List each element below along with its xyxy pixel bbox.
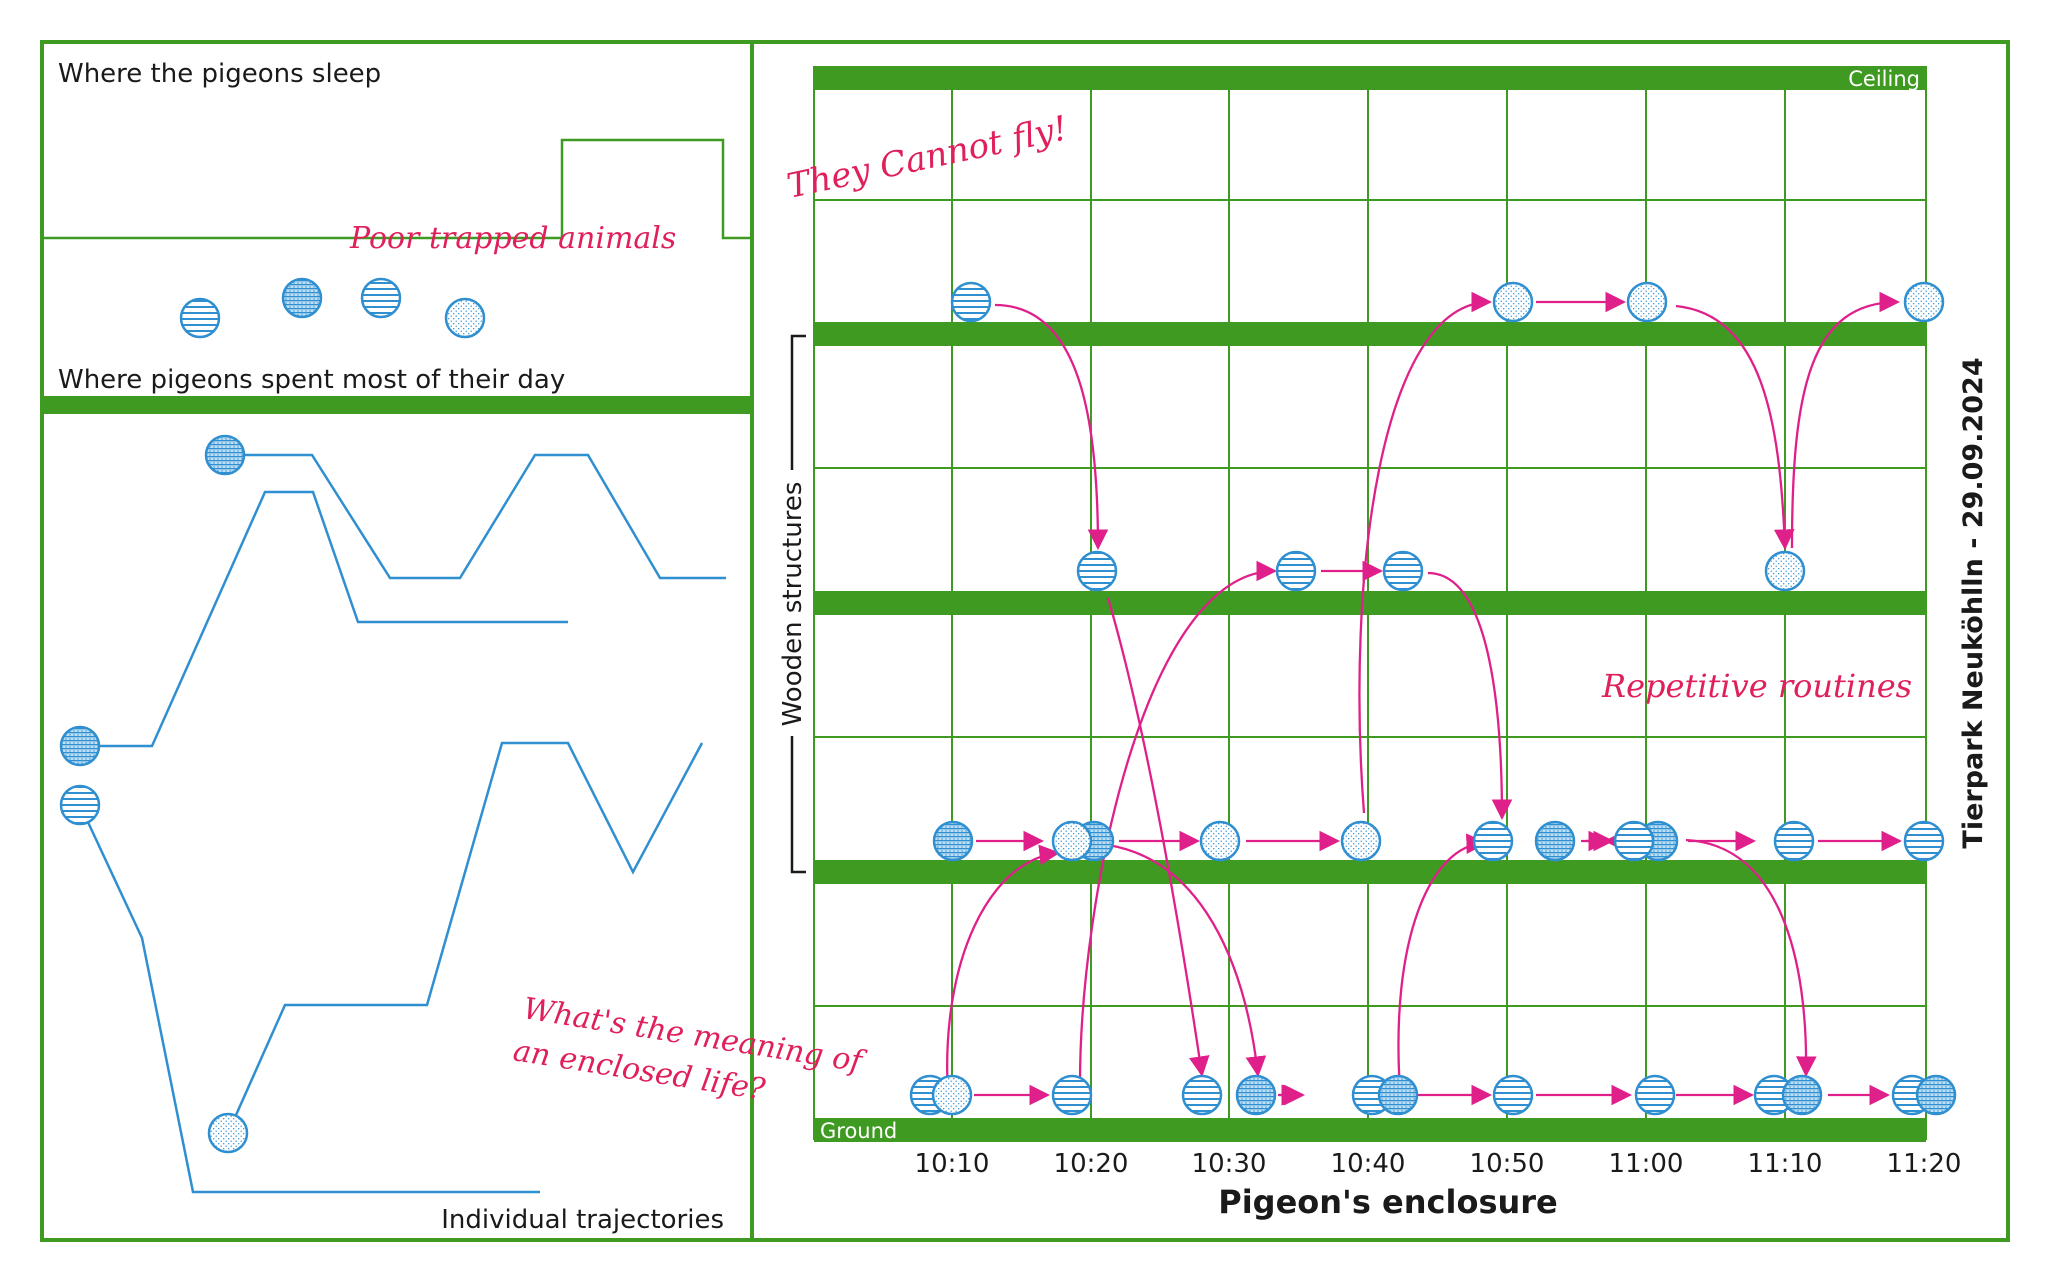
wooden-structure-band bbox=[814, 322, 1926, 346]
time-tick: 10:40 bbox=[1331, 1149, 1406, 1179]
note-cannot-fly: They Cannot fly! bbox=[784, 108, 1071, 206]
pigeon-icon bbox=[1915, 1074, 1957, 1116]
trajectories-panel: Individual trajectories bbox=[59, 434, 726, 1235]
pigeon-icon bbox=[59, 725, 101, 767]
pigeon-icon bbox=[1903, 281, 1945, 323]
ground-label: Ground bbox=[820, 1119, 897, 1143]
pigeon-icon bbox=[931, 1074, 973, 1116]
time-tick: 10:30 bbox=[1192, 1149, 1267, 1179]
time-tick: 10:10 bbox=[915, 1149, 990, 1179]
pigeon-icon bbox=[1634, 1074, 1676, 1116]
pigeon-icon bbox=[1340, 820, 1382, 862]
ceiling-label: Ceiling bbox=[1848, 67, 1920, 91]
structures-bracket: Wooden structures bbox=[772, 334, 812, 874]
pigeon-icon bbox=[444, 297, 486, 339]
sleep-title: Where the pigeons sleep bbox=[58, 59, 381, 89]
time-tick: 11:20 bbox=[1887, 1149, 1962, 1179]
enclosure-pigeons bbox=[909, 281, 1957, 1116]
sleep-panel: Where the pigeons sleep Poor trapped ani… bbox=[44, 59, 750, 414]
enclosure-grid: Ceiling Ground bbox=[813, 66, 1927, 1143]
pigeon-icon bbox=[1051, 820, 1093, 862]
trajectory-line bbox=[80, 490, 568, 748]
pigeon-icon bbox=[932, 820, 974, 862]
time-tick: 10:20 bbox=[1054, 1149, 1129, 1179]
pigeon-icon bbox=[59, 784, 101, 826]
outer-frame bbox=[40, 40, 2010, 1242]
pigeon-icon bbox=[1626, 281, 1668, 323]
day-title: Where pigeons spent most of their day bbox=[58, 365, 565, 395]
pigeon-icon bbox=[281, 277, 323, 319]
time-axis: 10:10 10:20 10:30 10:40 10:50 11:00 11:1… bbox=[915, 1149, 1962, 1179]
time-tick: 10:50 bbox=[1470, 1149, 1545, 1179]
pigeon-icon bbox=[1377, 1074, 1419, 1116]
pigeon-icon bbox=[1382, 550, 1424, 592]
pigeon-icon bbox=[1199, 820, 1241, 862]
pigeon-icon bbox=[1492, 1074, 1534, 1116]
pigeon-icon bbox=[1472, 820, 1514, 862]
pigeon-icon bbox=[360, 277, 402, 319]
ceiling-band bbox=[814, 66, 1926, 90]
panel-separator-band bbox=[44, 396, 750, 414]
pigeon-icon bbox=[1534, 820, 1576, 862]
time-tick: 11:00 bbox=[1609, 1149, 1684, 1179]
enclosure-title: Pigeon's enclosure bbox=[1218, 1183, 1558, 1221]
pigeon-icon bbox=[1181, 1074, 1223, 1116]
ground-band bbox=[814, 1118, 1926, 1142]
pigeon-icon bbox=[1235, 1074, 1277, 1116]
trajectories-label: Individual trajectories bbox=[441, 1205, 724, 1235]
pigeon-icon bbox=[1773, 820, 1815, 862]
pigeon-icon bbox=[1903, 820, 1945, 862]
location-date-label: Tierpark Neuköhlln - 29.09.2024 bbox=[1958, 357, 1989, 848]
pigeon-icon bbox=[1764, 550, 1806, 592]
pigeon-icon bbox=[1492, 281, 1534, 323]
wooden-structure-band bbox=[814, 860, 1926, 884]
sleep-perch-line bbox=[44, 138, 750, 240]
pigeon-icon bbox=[207, 1112, 249, 1154]
trajectory-line bbox=[78, 804, 540, 1194]
pigeon-icon bbox=[204, 434, 246, 476]
movement-arrows bbox=[946, 291, 1903, 1106]
pigeon-icon bbox=[1076, 550, 1118, 592]
pigeon-icon bbox=[1051, 1074, 1093, 1116]
note-trapped: Poor trapped animals bbox=[349, 221, 676, 256]
pigeon-icon bbox=[179, 297, 221, 339]
trajectory-line bbox=[226, 741, 704, 1134]
note-routines: Repetitive routines bbox=[1601, 667, 1912, 705]
wooden-structure-band bbox=[814, 591, 1926, 615]
pigeon-icon bbox=[1275, 550, 1317, 592]
trajectory-line bbox=[225, 453, 726, 580]
pigeon-icon bbox=[950, 281, 992, 323]
time-tick: 11:10 bbox=[1748, 1149, 1823, 1179]
structures-label: Wooden structures bbox=[778, 482, 808, 727]
pigeon-icon bbox=[1781, 1074, 1823, 1116]
pigeon-icon bbox=[1613, 820, 1655, 862]
